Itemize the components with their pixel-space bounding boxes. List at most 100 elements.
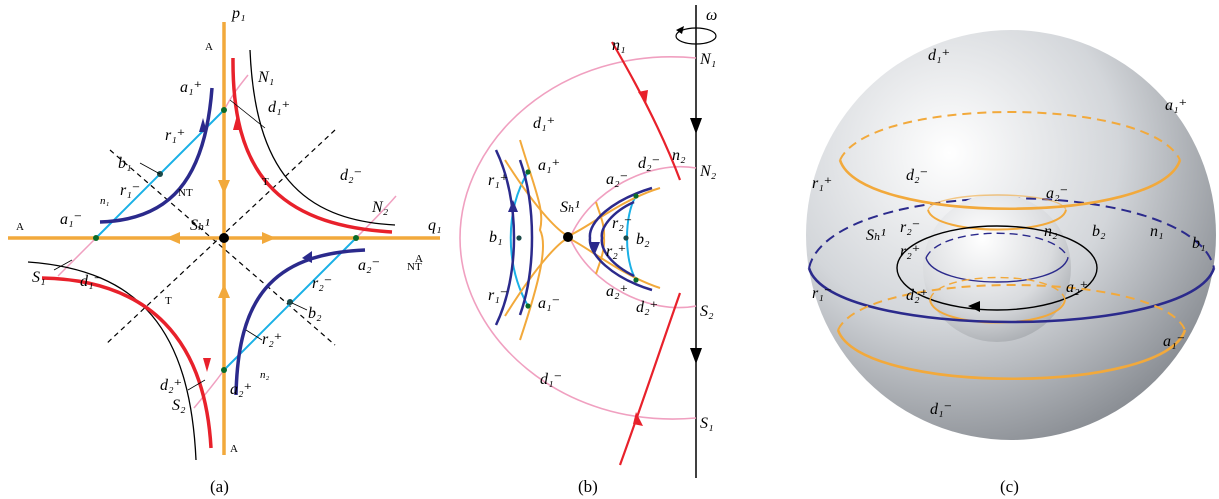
label-c-r1p: r₁⁺: [812, 175, 832, 192]
label-d1p: d₁⁺: [268, 99, 290, 116]
leader-S1: [53, 259, 73, 271]
label-b-d1p: d₁⁺: [533, 115, 555, 132]
label-b1: b₁: [118, 155, 132, 172]
leader-r2p: [245, 329, 263, 341]
red-curve-upper: [231, 57, 393, 234]
red-curve-bottom: [618, 292, 682, 466]
label-A-top: A: [205, 41, 213, 53]
orange-curve-4: [595, 201, 606, 275]
point-b2: [287, 299, 293, 305]
arrow-blue-upper: [199, 118, 207, 132]
blue-curve-lower: [234, 248, 366, 396]
point-b-a2p: [633, 277, 639, 283]
point-a1m: [93, 235, 99, 241]
label-T-lower: T: [165, 295, 172, 307]
label-n1: n₁: [100, 195, 110, 207]
label-A-right: A: [415, 253, 423, 265]
label-b-r1p: r₁⁺: [488, 172, 508, 189]
saddle-point-b: [563, 232, 573, 242]
omega-arrow: [676, 26, 684, 34]
label-b-n1: n₁: [612, 37, 626, 54]
point-b-a2m: [633, 193, 639, 199]
label-c-d2p: d₂⁺: [906, 287, 928, 304]
panel-c: d₁⁺ a₁⁺ r₁⁺ d₂⁻ a₂⁻ Sₕ¹ r₂⁻ r₂⁺ n₂ b₂ n₁…: [806, 30, 1216, 496]
black-curve-lower-left: [27, 261, 197, 461]
label-b-S2: S₂: [700, 303, 714, 320]
label-r1p: r₁⁺: [165, 127, 185, 144]
arrow-blue-lower: [302, 251, 312, 263]
ring-a2m-back: [927, 194, 1067, 211]
pink-arc-lower: [193, 369, 225, 409]
label-c-d2m: d₂⁻: [906, 167, 928, 184]
point-a2p: [221, 367, 227, 373]
arrow-red-lower: [203, 358, 211, 372]
label-Sh: Sₕ¹: [190, 217, 210, 234]
label-c-n1: n₁: [1150, 223, 1164, 240]
label-c-a1m: a₁⁻: [1163, 333, 1185, 350]
label-T-upper: T: [262, 176, 269, 188]
orange-curve-3: [519, 139, 545, 341]
arrow-red-bottom: [633, 412, 643, 426]
label-N2: N₂: [371, 199, 389, 216]
point-a2m: [353, 235, 359, 241]
label-c-d1p: d₁⁺: [928, 47, 950, 64]
label-a2m: a₂⁻: [358, 257, 380, 274]
label-b-N1: N₁: [699, 51, 716, 68]
label-S2: S₂: [172, 397, 186, 414]
arrow-axis-left: [166, 232, 180, 244]
label-A-bottom: A: [230, 443, 238, 455]
label-b2: b₂: [308, 305, 322, 322]
label-c-n2: n₂: [1044, 223, 1058, 240]
label-b-r1m: r₁⁻: [488, 287, 508, 304]
pink-arc-upper: [223, 74, 249, 111]
label-c-d1m: d₁⁻: [930, 401, 952, 418]
label-c-Sh: Sₕ¹: [866, 227, 886, 244]
leader-b2: [291, 302, 308, 311]
label-n2: n₂: [260, 369, 270, 381]
blue-curve-right-inner: [600, 200, 635, 278]
arrow-ring-Sh: [968, 301, 980, 312]
label-b-d1m: d₁⁻: [540, 371, 562, 388]
label-c-b1: b₁: [1192, 235, 1206, 252]
leader-b1: [139, 162, 161, 175]
arrow-axis-down: [218, 284, 230, 298]
label-A-left: A: [16, 221, 24, 233]
label-N1: N₁: [257, 69, 274, 86]
ring-a1p-front: [838, 159, 1182, 210]
ring-a2p-back: [929, 276, 1066, 301]
red-curve-lower: [41, 276, 213, 449]
inner-sphere: [923, 194, 1071, 342]
label-q1: q₁: [428, 217, 442, 234]
label-c-r2m: r₂⁻: [900, 219, 920, 236]
label-omega: ω: [706, 7, 717, 24]
blue-curve-upper: [99, 87, 214, 224]
panel-a: p₁ A A A A q₁ T T NT NT a₁⁺ N₁ d₁⁺ r₁⁺ b…: [8, 5, 442, 496]
label-b-b1: b₁: [489, 229, 503, 246]
label-d2p: d₂⁺: [160, 377, 182, 394]
label-b-n2: n₂: [672, 147, 686, 164]
leader-d2p: [187, 379, 206, 391]
label-r2m: r₂⁻: [312, 275, 332, 292]
arrow-blue-left: [508, 200, 518, 212]
blue-curve-left-inner: [518, 159, 534, 316]
label-a1p: a₁⁺: [180, 79, 202, 96]
black-curve-upper-right: [249, 49, 396, 226]
label-b-a1p: a₁⁺: [538, 157, 560, 174]
label-c-b2: b₂: [1092, 223, 1106, 240]
saddle-point: [219, 233, 229, 243]
pink-arc-right: [355, 195, 397, 239]
label-NT-right: NT: [407, 261, 422, 273]
ring-a1p-back: [839, 111, 1181, 161]
label-c-a2m: a₂⁻: [1046, 185, 1068, 202]
label-b-Sh: Sₕ¹: [560, 199, 580, 216]
caption-b: (b): [578, 477, 598, 496]
label-b-r2p: r₂⁺: [606, 243, 626, 260]
ring-a1m-front: [836, 329, 1187, 381]
panel-b: ω n₁ N₁ d₁⁺ a₁⁺ r₁⁺: [459, 5, 717, 496]
leader-d1p: [229, 99, 266, 129]
label-S1: S₁: [32, 269, 46, 286]
label-p1: p₁: [231, 5, 246, 22]
label-c-r2p: r₂⁺: [900, 243, 920, 260]
point-b-b2: [623, 235, 629, 241]
